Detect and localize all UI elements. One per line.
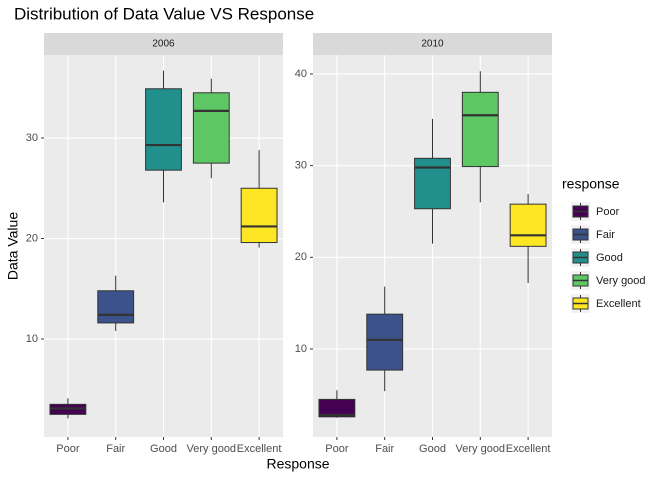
y-tick-label: 20 (295, 251, 307, 263)
x-tick-label: Excellent (237, 443, 282, 455)
strip (313, 33, 552, 55)
box (240, 187, 278, 244)
x-tick-label: Fair (375, 443, 394, 455)
x-tick-label: Poor (325, 443, 349, 455)
legend-label: Very good (596, 275, 646, 287)
y-tick-label: 10 (295, 343, 307, 355)
strip (44, 33, 283, 55)
y-tick-label: 20 (26, 232, 38, 244)
box (461, 91, 499, 168)
legend-label: Good (596, 252, 623, 264)
box (366, 313, 404, 371)
y-tick-label: 30 (295, 160, 307, 172)
x-tick-label: Excellent (506, 443, 551, 455)
legend-title: response (562, 176, 620, 192)
x-tick-label: Good (419, 443, 446, 455)
x-tick-label: Poor (56, 443, 80, 455)
box (97, 290, 135, 324)
x-tick-label: Very good (187, 443, 237, 455)
y-tick-label: 10 (26, 333, 38, 345)
y-tick-label: 40 (295, 68, 307, 80)
strip-label: 2010 (421, 39, 444, 50)
x-tick-label: Good (150, 443, 177, 455)
y-axis-label: Data Value (5, 212, 21, 280)
x-tick-label: Very good (456, 443, 506, 455)
box (192, 92, 230, 164)
legend-label: Fair (596, 229, 615, 241)
y-tick-label: 30 (26, 132, 38, 144)
box (318, 398, 356, 418)
chart-title: Distribution of Data Value VS Response (14, 4, 314, 23)
box (509, 203, 547, 247)
x-axis-label: Response (266, 456, 329, 472)
legend-label: Excellent (596, 298, 641, 310)
legend-label: Poor (596, 206, 620, 218)
box (145, 88, 182, 171)
x-tick-label: Fair (106, 443, 125, 455)
strip-label: 2006 (152, 39, 175, 50)
box (414, 157, 451, 210)
